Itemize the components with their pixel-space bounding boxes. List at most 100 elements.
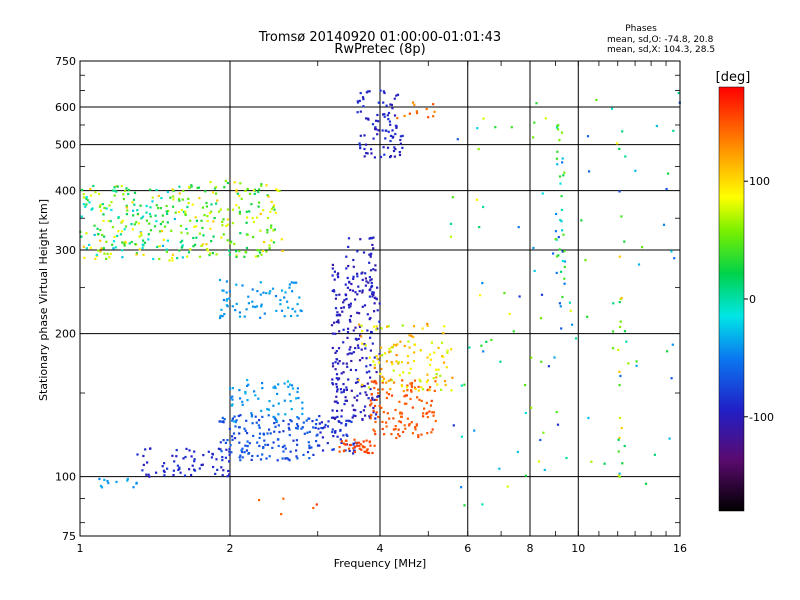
data-point [194, 216, 197, 219]
data-point [233, 242, 236, 245]
data-point [376, 286, 379, 289]
data-point [282, 497, 285, 500]
data-point [85, 197, 88, 200]
data-point [338, 446, 341, 449]
data-point [228, 447, 231, 451]
data-point [339, 388, 342, 391]
data-point [273, 430, 276, 433]
data-point [362, 105, 365, 108]
data-point [358, 359, 362, 362]
data-point [287, 385, 290, 388]
x-tick-label: 1 [77, 542, 84, 555]
data-point [418, 378, 421, 381]
data-point [625, 340, 628, 343]
data-point [358, 325, 362, 328]
data-point [563, 260, 567, 263]
data-point [569, 309, 572, 312]
data-point [417, 435, 420, 439]
data-point [334, 361, 337, 364]
data-point [541, 192, 544, 195]
data-point [99, 229, 102, 232]
data-point [321, 449, 325, 452]
data-point [410, 389, 413, 392]
data-point [392, 417, 395, 420]
data-point [107, 219, 110, 223]
data-point [155, 204, 158, 207]
data-point [211, 252, 214, 255]
data-point [121, 219, 124, 222]
data-point [655, 124, 658, 128]
data-point [292, 281, 296, 284]
data-point [365, 152, 368, 155]
data-point [226, 218, 229, 221]
data-point [266, 408, 269, 411]
data-point [342, 371, 345, 374]
data-point [346, 276, 349, 280]
y-tick-label: 300 [55, 244, 76, 257]
data-point [336, 409, 339, 412]
data-point [368, 237, 371, 240]
data-point [240, 449, 243, 452]
data-point [347, 327, 350, 330]
data-point [175, 449, 178, 452]
data-point [284, 413, 287, 416]
data-point [619, 374, 622, 378]
data-point [588, 170, 591, 173]
data-point [530, 356, 533, 359]
data-point [481, 282, 484, 285]
data-point [432, 411, 436, 414]
data-point [188, 468, 191, 471]
data-point [406, 389, 409, 392]
data-point [195, 225, 198, 228]
data-point [321, 436, 324, 439]
data-point [416, 396, 419, 399]
data-point [266, 228, 269, 232]
data-point [354, 414, 357, 418]
data-point [439, 374, 442, 377]
data-point [360, 385, 363, 388]
data-point [420, 433, 423, 436]
data-point [473, 429, 476, 432]
data-point [417, 389, 420, 392]
data-point [369, 413, 372, 416]
data-point [349, 302, 352, 305]
data-point [174, 211, 177, 214]
data-point [281, 249, 284, 253]
data-point [252, 220, 255, 224]
data-point [539, 438, 542, 442]
data-point [338, 330, 341, 333]
data-point [255, 305, 259, 308]
data-point [612, 347, 615, 350]
data-point [113, 189, 116, 192]
data-point [103, 252, 106, 255]
data-point [274, 386, 277, 390]
data-point [378, 361, 381, 364]
data-point [345, 433, 348, 436]
data-point [560, 208, 563, 211]
y-tick-label: 500 [55, 139, 76, 152]
data-point [100, 247, 103, 250]
data-point [286, 300, 289, 303]
data-point [282, 430, 285, 433]
data-point [181, 198, 184, 201]
data-point [343, 403, 346, 406]
data-point [288, 283, 291, 286]
data-point [389, 139, 392, 143]
data-point [426, 324, 429, 327]
data-point [397, 361, 400, 364]
data-point [259, 458, 263, 461]
data-point [254, 305, 257, 309]
data-point [262, 291, 265, 294]
data-point [296, 425, 300, 428]
data-point [133, 203, 136, 206]
data-point [340, 409, 343, 412]
data-point [370, 402, 373, 405]
data-point [132, 214, 135, 217]
data-point [94, 191, 97, 194]
data-point [428, 353, 432, 356]
data-point [241, 456, 244, 459]
data-point [562, 233, 565, 236]
data-point [360, 324, 363, 327]
data-point [179, 241, 182, 244]
